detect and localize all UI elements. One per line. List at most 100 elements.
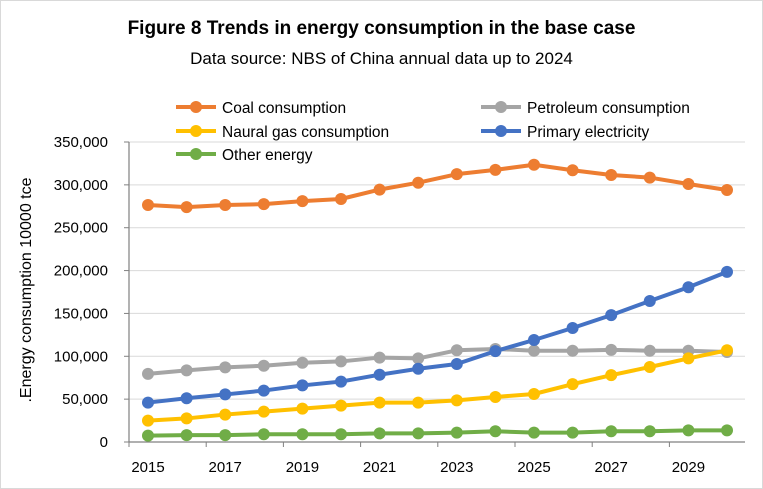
legend-marker-icon <box>190 125 202 137</box>
series-naural-gas-consumption <box>142 344 733 427</box>
data-point <box>605 169 618 181</box>
data-point <box>257 359 270 372</box>
x-tick-label: 2023 <box>440 459 473 476</box>
data-point <box>721 424 733 437</box>
axes <box>124 141 745 447</box>
data-point <box>643 171 656 184</box>
legend-label: Coal consumption <box>222 100 346 117</box>
series-line <box>147 162 728 210</box>
chart-title: Figure 8 Trends in energy consumption in… <box>127 18 636 39</box>
data-point <box>142 367 154 380</box>
data-point <box>180 201 193 214</box>
x-tick-label: 2021 <box>363 459 396 476</box>
data-point <box>450 426 463 439</box>
data-point <box>528 426 540 439</box>
data-point <box>528 158 540 171</box>
data-point <box>528 334 540 346</box>
y-tick-label: 350,000 <box>54 134 108 151</box>
series-line <box>147 270 728 405</box>
data-point <box>566 426 579 439</box>
x-tick-label: 2019 <box>286 459 319 476</box>
series-lines <box>142 158 733 442</box>
data-point <box>643 425 656 438</box>
data-point <box>566 164 579 177</box>
y-tick-label: 250,000 <box>54 220 108 237</box>
data-point <box>489 391 502 403</box>
data-point <box>643 361 656 373</box>
data-point <box>142 414 154 427</box>
series-primary-electricity <box>142 265 733 409</box>
y-axis-label: .Energy consumption 10000 tce <box>18 177 35 402</box>
data-point <box>180 429 193 442</box>
data-point <box>412 176 425 189</box>
series-line <box>147 428 727 438</box>
data-point <box>566 322 579 334</box>
x-tick-label: 2025 <box>517 459 550 476</box>
y-tick-label: 50,000 <box>62 391 108 408</box>
data-point <box>335 355 347 368</box>
data-point <box>335 193 347 205</box>
data-point <box>335 428 347 441</box>
data-point <box>682 352 695 365</box>
x-tick-label: 2029 <box>672 459 705 476</box>
data-point <box>219 361 232 374</box>
legend-label: Petroleum consumption <box>527 100 690 117</box>
data-point <box>682 281 695 294</box>
data-point <box>489 345 502 358</box>
legend-marker-icon <box>495 101 507 113</box>
data-point <box>142 429 154 442</box>
data-point <box>605 369 618 382</box>
series-line <box>147 347 728 376</box>
data-point <box>219 408 232 421</box>
data-point <box>180 412 193 425</box>
data-point <box>373 368 386 381</box>
legend-item: Coal consumption <box>176 100 346 117</box>
data-point <box>257 198 270 211</box>
data-point <box>489 163 502 176</box>
data-point <box>296 195 309 208</box>
y-tick-label: 200,000 <box>54 263 108 280</box>
data-point <box>605 425 618 438</box>
data-point <box>296 379 309 392</box>
legend-item: Other energy <box>176 147 313 164</box>
data-point <box>489 425 502 438</box>
data-point <box>682 178 695 190</box>
y-tick-label: 150,000 <box>54 305 108 322</box>
legend: Coal consumption Petroleum consumption Nau… <box>176 100 690 164</box>
y-tick-labels: 0 50,000 100,000 150,000 200,000 250,000 300,0… <box>54 134 108 451</box>
data-point <box>180 364 193 377</box>
data-point <box>528 388 540 400</box>
data-point <box>643 295 656 307</box>
legend-label: Primary electricity <box>527 124 650 141</box>
chart-subtitle: Data source: NBS of China annual data up… <box>190 49 573 68</box>
data-point <box>605 343 618 356</box>
legend-marker-icon <box>495 125 507 137</box>
data-point <box>450 344 463 357</box>
legend-item: Primary electricity <box>481 124 650 141</box>
data-point <box>721 344 733 357</box>
data-point <box>219 199 232 211</box>
legend-item: Petroleum consumption <box>481 100 690 117</box>
legend-item: Naural gas consumption <box>176 124 389 141</box>
y-tick-label: 100,000 <box>54 348 108 365</box>
x-tick-label: 2017 <box>209 459 242 476</box>
data-point <box>373 396 386 409</box>
series-line <box>147 348 728 423</box>
data-point <box>450 168 463 181</box>
data-point <box>257 384 270 397</box>
x-tick-label: 2027 <box>595 459 628 476</box>
data-point <box>335 375 347 388</box>
data-point <box>566 344 579 357</box>
series-other-energy <box>142 424 733 442</box>
data-point <box>450 394 463 407</box>
data-point <box>412 396 425 409</box>
data-point <box>142 199 154 211</box>
data-point <box>296 402 309 415</box>
x-tick-labels: 2015 2017 2019 2021 2023 2025 2027 2029 <box>131 459 705 476</box>
data-point <box>335 399 347 412</box>
data-point <box>373 183 386 196</box>
data-point <box>257 428 270 441</box>
data-point <box>296 356 309 369</box>
data-point <box>296 428 309 441</box>
